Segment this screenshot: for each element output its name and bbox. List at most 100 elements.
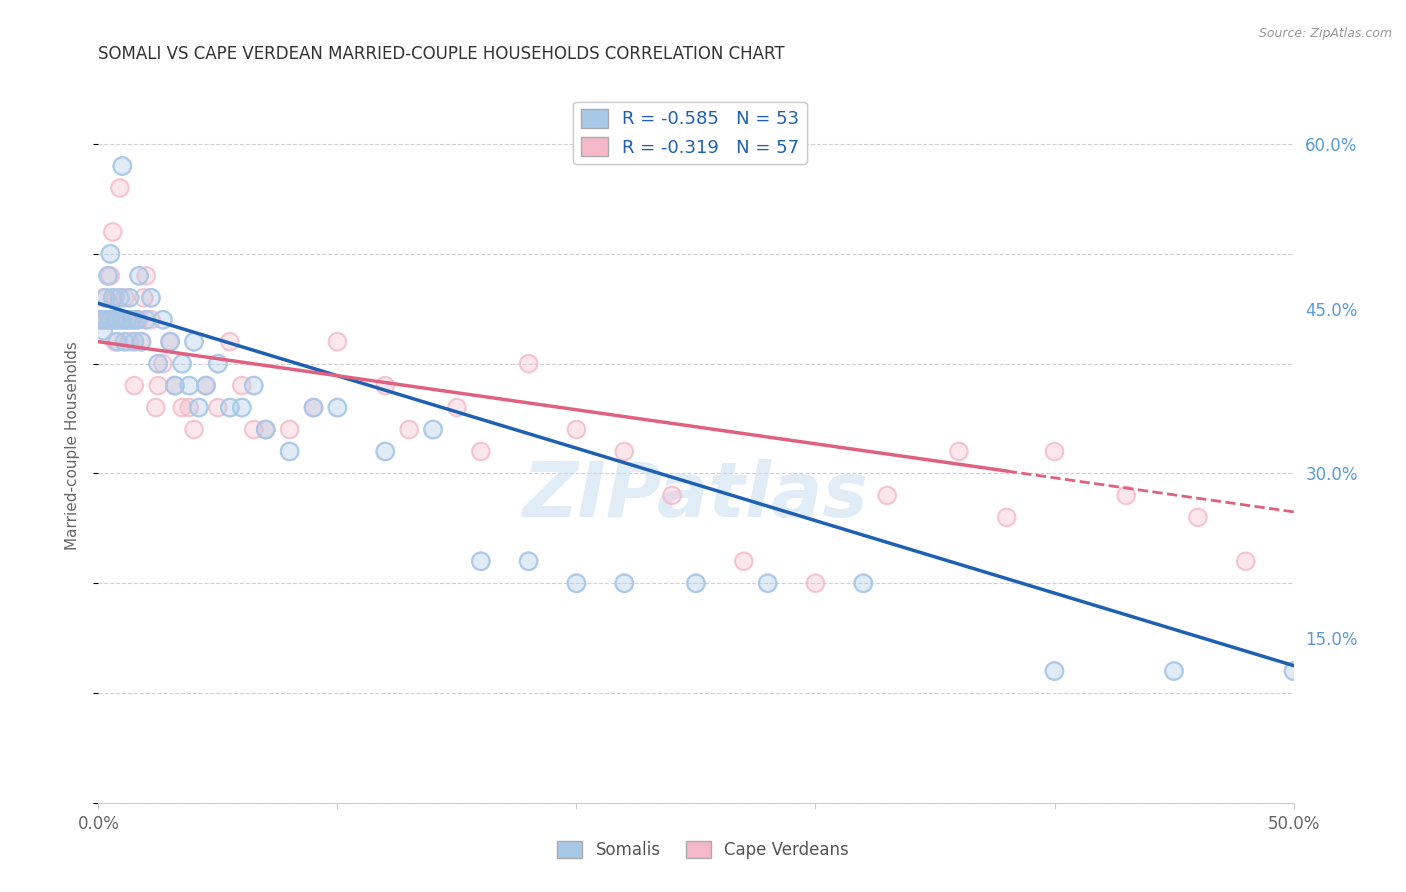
Point: [163, 378, 186, 392]
Point: [470, 444, 492, 458]
Point: [131, 334, 153, 349]
Point: [152, 312, 174, 326]
Point: [243, 423, 266, 437]
Point: [207, 357, 229, 371]
Point: [104, 291, 127, 305]
Point: [446, 401, 468, 415]
Point: [194, 378, 218, 392]
Point: [517, 554, 540, 568]
Point: [1163, 664, 1185, 678]
Point: [98, 312, 122, 326]
Point: [1043, 664, 1066, 678]
Point: [179, 378, 201, 392]
Point: [107, 334, 129, 349]
Point: [128, 268, 150, 283]
Point: [565, 423, 588, 437]
Point: [565, 423, 588, 437]
Point: [1187, 510, 1209, 524]
Point: [90, 312, 112, 326]
Point: [139, 291, 162, 305]
Point: [118, 291, 141, 305]
Point: [302, 401, 325, 415]
Point: [1234, 554, 1257, 568]
Point: [107, 312, 129, 326]
Point: [733, 554, 755, 568]
Point: [94, 312, 117, 326]
Point: [124, 334, 146, 349]
Point: [613, 444, 636, 458]
Point: [470, 554, 492, 568]
Point: [108, 291, 131, 305]
Point: [114, 291, 136, 305]
Point: [278, 444, 301, 458]
Point: [948, 444, 970, 458]
Point: [326, 401, 349, 415]
Point: [685, 576, 707, 591]
Point: [207, 357, 229, 371]
Point: [94, 312, 117, 326]
Point: [1282, 664, 1305, 678]
Point: [613, 576, 636, 591]
Point: [98, 247, 122, 261]
Point: [91, 324, 114, 338]
Point: [374, 444, 396, 458]
Point: [183, 334, 205, 349]
Point: [101, 225, 124, 239]
Legend: R = -0.585   N = 53, R = -0.319   N = 57: R = -0.585 N = 53, R = -0.319 N = 57: [574, 102, 807, 164]
Point: [163, 378, 186, 392]
Text: Source: ZipAtlas.com: Source: ZipAtlas.com: [1258, 27, 1392, 40]
Point: [139, 312, 162, 326]
Point: [254, 423, 277, 437]
Point: [145, 401, 167, 415]
Y-axis label: Married-couple Households: Married-couple Households: [65, 342, 80, 550]
Point: [132, 291, 155, 305]
Point: [172, 357, 194, 371]
Point: [302, 401, 325, 415]
Point: [148, 378, 170, 392]
Point: [1043, 444, 1066, 458]
Point: [101, 291, 124, 305]
Point: [125, 312, 148, 326]
Point: [135, 268, 157, 283]
Point: [1043, 664, 1066, 678]
Point: [90, 312, 112, 326]
Point: [446, 401, 468, 415]
Point: [132, 291, 155, 305]
Point: [131, 334, 153, 349]
Point: [207, 401, 229, 415]
Point: [128, 312, 150, 326]
Point: [135, 268, 157, 283]
Point: [179, 378, 201, 392]
Point: [152, 312, 174, 326]
Point: [876, 488, 898, 502]
Point: [1115, 488, 1137, 502]
Point: [326, 401, 349, 415]
Point: [163, 378, 186, 392]
Point: [135, 312, 157, 326]
Point: [107, 312, 129, 326]
Point: [254, 423, 277, 437]
Point: [124, 334, 146, 349]
Point: [183, 423, 205, 437]
Point: [243, 378, 266, 392]
Point: [326, 334, 349, 349]
Point: [876, 488, 898, 502]
Point: [97, 312, 120, 326]
Point: [231, 378, 253, 392]
Point: [278, 444, 301, 458]
Text: SOMALI VS CAPE VERDEAN MARRIED-COUPLE HOUSEHOLDS CORRELATION CHART: SOMALI VS CAPE VERDEAN MARRIED-COUPLE HO…: [98, 45, 785, 62]
Point: [398, 423, 420, 437]
Point: [422, 423, 444, 437]
Point: [422, 423, 444, 437]
Point: [118, 334, 141, 349]
Point: [145, 401, 167, 415]
Point: [179, 401, 201, 415]
Point: [219, 334, 242, 349]
Point: [98, 312, 122, 326]
Point: [90, 312, 112, 326]
Point: [470, 444, 492, 458]
Point: [121, 312, 143, 326]
Point: [374, 378, 396, 392]
Point: [179, 401, 201, 415]
Point: [124, 334, 146, 349]
